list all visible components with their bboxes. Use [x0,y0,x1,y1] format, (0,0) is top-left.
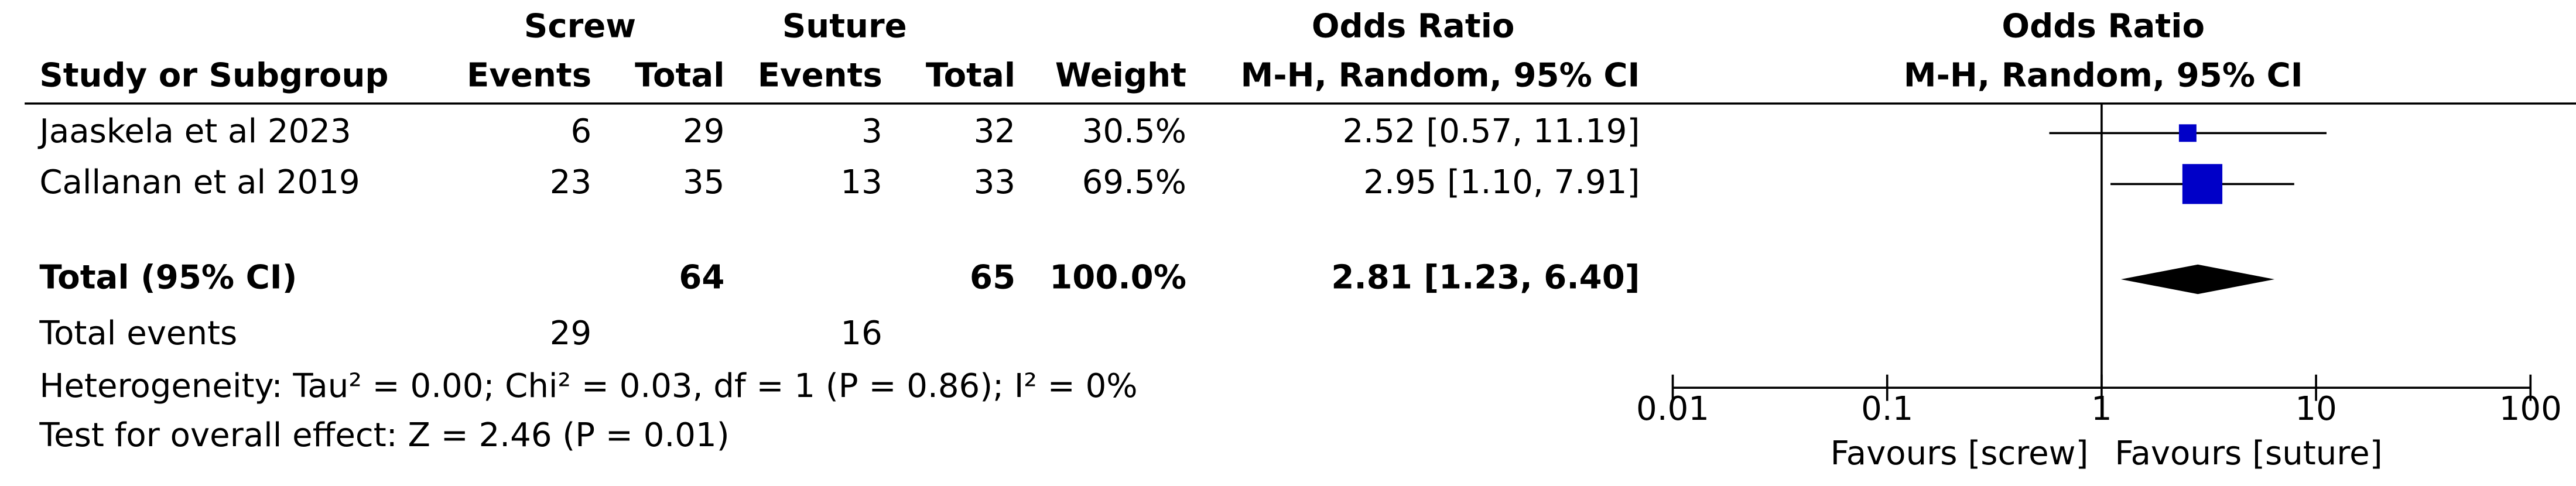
column-header: Events [758,57,882,95]
favours-left: Favours [screw] [1831,434,2089,473]
cell: 6 [570,112,591,150]
cell: 13 [840,163,882,201]
cell: 35 [683,163,724,201]
plot-subtitle: M-H, Random, 95% CI [1904,57,2303,95]
weight: 30.5% [1082,112,1186,150]
cell: 3 [861,112,882,150]
plot-title: Odds Ratio [2002,7,2205,45]
cell: 23 [550,163,591,201]
x-tick-label: 100 [2499,390,2562,428]
group-header: Suture [782,7,907,45]
effect-estimate: 2.95 [1.10, 7.91] [1363,163,1640,201]
cell: 64 [679,259,724,297]
column-header: Study or Subgroup [39,57,388,95]
favours-right: Favours [suture] [2115,434,2382,473]
study-box [2178,124,2197,142]
summary-diamond [2120,264,2275,295]
column-header: Total [635,57,724,95]
heterogeneity: Heterogeneity: Tau² = 0.00; Chi² = 0.03,… [39,367,1137,405]
weight: 69.5% [1082,163,1186,201]
x-tick-label: 10 [2295,390,2336,428]
total-name: Total (95% CI) [39,259,297,297]
column-header: Total [926,57,1015,95]
effect-estimate: 2.52 [0.57, 11.19] [1343,112,1640,150]
study-box [2182,164,2223,204]
overall-effect: Test for overall effect: Z = 2.46 (P = 0… [39,416,729,454]
column-header: Events [467,57,591,95]
cell: 33 [974,163,1015,201]
x-tick-label: 0.1 [1861,390,1913,428]
effect-estimate: 2.81 [1.23, 6.40] [1331,259,1640,297]
cell: 16 [840,314,882,352]
cell: 65 [970,259,1015,297]
group-header: Odds Ratio [1312,7,1515,45]
column-header: Weight [1055,57,1186,95]
x-tick-label: 0.01 [1636,390,1709,428]
cell: 29 [683,112,724,150]
group-header: Screw [524,7,636,45]
row-label: Total events [39,314,237,352]
cell: 32 [974,112,1015,150]
study-name: Callanan et al 2019 [39,163,360,201]
cell: 29 [550,314,591,352]
x-tick-label: 1 [2091,390,2112,428]
study-name: Jaaskela et al 2023 [37,112,351,150]
weight: 100.0% [1049,259,1186,297]
column-header: M-H, Random, 95% CI [1241,57,1640,95]
